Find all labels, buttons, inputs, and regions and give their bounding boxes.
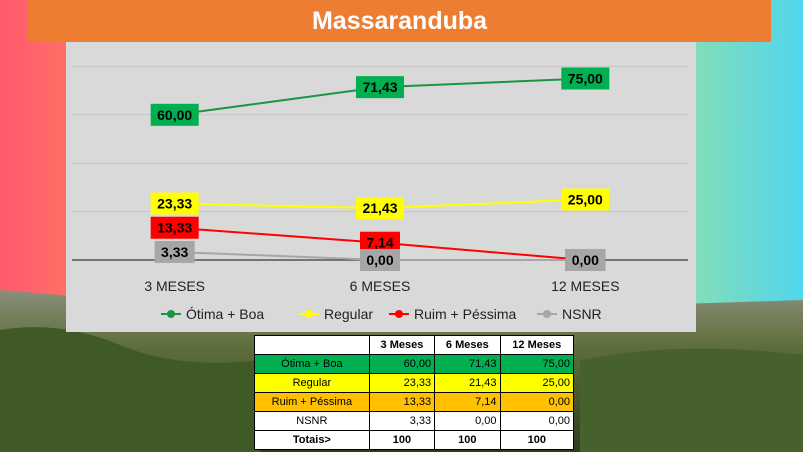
table-cell: 7,14 xyxy=(434,392,501,412)
legend-label: NSNR xyxy=(562,306,602,322)
table-cell: 60,00 xyxy=(368,354,436,374)
data-label-box xyxy=(356,197,404,220)
data-label: 13,33 xyxy=(157,220,192,236)
table-row-label: Ruim + Péssima xyxy=(254,392,370,412)
x-tick-label: 12 MESES xyxy=(551,278,619,294)
table-header-cell xyxy=(254,335,370,355)
table-row-label: Regular xyxy=(254,373,370,393)
table-header-cell: 6 Meses xyxy=(434,335,501,355)
legend-label: Ótima + Boa xyxy=(186,306,264,322)
table-header-row: 3 Meses 6 Meses 12 Meses xyxy=(254,335,575,355)
page-title: Massaranduba xyxy=(311,6,488,35)
table-cell: 13,33 xyxy=(368,392,436,412)
table-cell: 25,00 xyxy=(499,373,575,393)
x-tick-label: 6 MESES xyxy=(350,278,411,294)
table-total-cell: 100 xyxy=(368,430,436,450)
table-cell: 0,00 xyxy=(499,411,575,431)
table-total-cell: 100 xyxy=(499,430,575,450)
table-total-cell: 100 xyxy=(434,430,501,450)
legend-marker xyxy=(167,310,175,318)
table-row: Ótima + Boa 60,00 71,43 75,00 xyxy=(254,354,575,374)
table-total-label: Totais> xyxy=(254,430,370,450)
data-table: 3 Meses 6 Meses 12 Meses Ótima + Boa 60,… xyxy=(254,335,575,450)
data-label-box xyxy=(150,192,199,215)
data-label: 7,14 xyxy=(366,235,393,251)
table-row: Regular 23,33 21,43 25,00 xyxy=(254,373,575,393)
data-label-box xyxy=(150,103,199,126)
data-label: 3,33 xyxy=(161,244,188,260)
title-bar: Massaranduba xyxy=(28,0,771,42)
data-label-box xyxy=(360,231,400,254)
data-label: 23,33 xyxy=(157,196,192,212)
table-cell: 75,00 xyxy=(499,354,575,374)
table-row-label: Ótima + Boa xyxy=(254,354,370,374)
legend-marker xyxy=(305,310,313,318)
x-tick-label: 3 MESES xyxy=(144,278,205,294)
data-label: 71,43 xyxy=(362,79,397,95)
table-row: NSNR 3,33 0,00 0,00 xyxy=(254,411,575,431)
table-row: Ruim + Péssima 13,33 7,14 0,00 xyxy=(254,392,575,412)
table-cell: 21,43 xyxy=(434,373,501,393)
table-cell: 0,00 xyxy=(434,411,501,431)
data-label: 0,00 xyxy=(572,252,599,268)
table-header-cell: 3 Meses xyxy=(368,335,436,355)
legend-label: Ruim + Péssima xyxy=(414,306,517,322)
data-label: 75,00 xyxy=(568,71,603,87)
data-label-box xyxy=(356,76,404,99)
table-header-cell: 12 Meses xyxy=(499,335,575,355)
legend-marker xyxy=(543,310,551,318)
table-cell: 71,43 xyxy=(434,354,501,374)
data-label-box xyxy=(154,240,195,263)
table-row-label: NSNR xyxy=(254,411,370,431)
table-total-row: Totais> 100 100 100 xyxy=(254,430,575,450)
data-label: 60,00 xyxy=(157,107,192,123)
table-cell: 23,33 xyxy=(368,373,436,393)
data-label-box xyxy=(561,67,610,90)
table-cell: 0,00 xyxy=(499,392,575,412)
data-label-box xyxy=(561,188,610,211)
data-label: 21,43 xyxy=(362,200,397,216)
data-label-box xyxy=(360,249,400,271)
data-label: 0,00 xyxy=(366,252,393,268)
data-label-box xyxy=(150,216,199,239)
chart-panel: 3 MESES 6 MESES 12 MESES 60,00 71,43 75,00 23,… xyxy=(66,42,696,332)
data-label: 25,00 xyxy=(568,192,603,208)
data-label-box xyxy=(565,249,606,271)
legend-marker xyxy=(395,310,403,318)
table-cell: 3,33 xyxy=(368,411,436,431)
line-chart: 3 MESES 6 MESES 12 MESES 60,00 71,43 75,00 23,… xyxy=(72,65,688,322)
legend-label: Regular xyxy=(324,306,373,322)
